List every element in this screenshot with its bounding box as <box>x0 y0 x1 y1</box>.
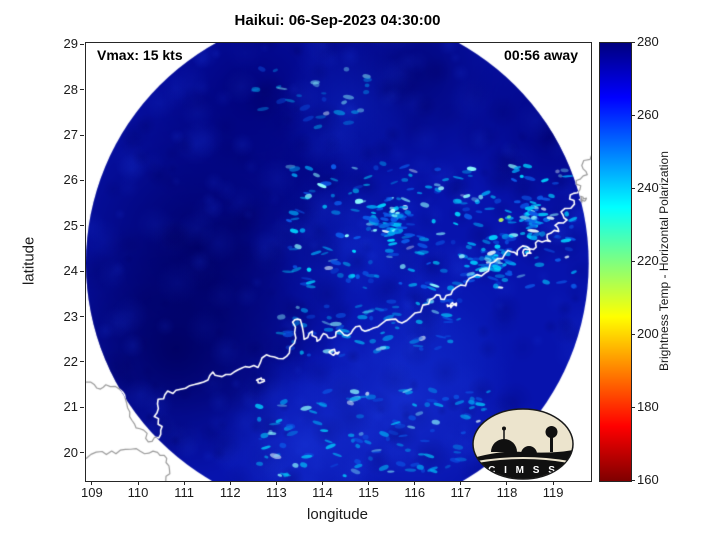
y-tick-label: 24 <box>63 263 78 279</box>
colorbar-tick-mark <box>631 406 635 408</box>
colorbar-tick-label: 280 <box>637 34 659 49</box>
cimss-logo-text: C I M S S <box>488 465 558 476</box>
x-tick-mark <box>552 481 554 485</box>
logo-divider <box>476 457 570 463</box>
x-tick-label: 115 <box>358 485 379 500</box>
y-tick-mark <box>80 270 84 272</box>
x-tick-mark <box>322 481 323 485</box>
x-tick-label: 112 <box>219 485 241 500</box>
y-tick-label: 20 <box>63 444 78 460</box>
y-tick-mark <box>80 134 84 136</box>
x-tick-mark <box>460 481 462 485</box>
tower-icon <box>550 436 553 452</box>
y-tick-label: 25 <box>63 217 78 233</box>
x-tick-label: 118 <box>496 485 518 500</box>
x-tick-label: 111 <box>174 485 195 500</box>
colorbar-tick-mark <box>631 479 635 481</box>
y-tick-mark <box>80 89 84 91</box>
x-tick-label: 113 <box>266 485 287 500</box>
logo-ground-silhouette <box>473 450 573 479</box>
y-tick-mark <box>80 225 84 227</box>
y-tick-mark <box>80 452 84 454</box>
x-tick-label: 110 <box>127 485 149 500</box>
y-tick-mark <box>80 406 84 408</box>
cimss-logo: C I M S S <box>472 408 574 480</box>
x-tick-mark <box>414 481 416 485</box>
x-tick-mark <box>368 481 370 485</box>
colorbar-tick-mark <box>631 114 635 116</box>
y-tick-label: 23 <box>63 308 78 324</box>
y-tick-mark <box>80 316 84 318</box>
colorbar-tick-label: 260 <box>637 107 659 122</box>
y-tick-label: 29 <box>63 36 78 52</box>
x-tick-label: 119 <box>542 485 564 500</box>
y-tick-label: 26 <box>63 172 78 188</box>
x-tick-label: 117 <box>450 485 472 500</box>
y-tick-label: 21 <box>63 399 78 415</box>
colorbar-tick-mark <box>631 41 635 43</box>
colorbar-tick-mark <box>631 187 635 189</box>
dish-icon <box>521 446 537 454</box>
colorbar-tick-label: 160 <box>637 472 659 487</box>
colorbar-tick-label: 240 <box>637 180 659 195</box>
y-tick-label: 22 <box>63 353 78 369</box>
colorbar-tick-label: 200 <box>637 326 659 341</box>
x-tick-mark <box>275 481 277 485</box>
x-tick-mark <box>91 481 93 485</box>
radome-icon <box>491 439 517 452</box>
plot-area: C I M S S <box>85 42 592 482</box>
y-tick-mark <box>80 179 84 181</box>
colorbar-tick-mark <box>631 333 635 335</box>
colorbar <box>599 42 632 482</box>
brightness-temp-map <box>86 43 591 481</box>
antenna-top-icon <box>502 426 506 431</box>
x-tick-mark <box>506 481 508 485</box>
colorbar-tick-label: 220 <box>637 253 659 268</box>
x-tick-label: 116 <box>404 485 426 500</box>
x-tick-label: 114 <box>312 485 333 500</box>
colorbar-tick-label: 180 <box>637 399 659 414</box>
x-tick-mark <box>137 481 139 485</box>
y-tick-mark <box>80 361 84 363</box>
x-tick-label: 109 <box>81 485 103 500</box>
colorbar-tick-mark <box>631 260 635 262</box>
y-tick-mark <box>80 43 84 45</box>
y-tick-label: 28 <box>63 81 78 97</box>
y-axis-label: latitude <box>20 236 38 286</box>
plot-title: Haikui: 06-Sep-2023 04:30:00 <box>234 12 441 29</box>
tower-tank-icon <box>545 426 558 438</box>
x-axis-label: longitude <box>307 506 368 523</box>
x-tick-mark <box>183 481 185 485</box>
x-tick-mark <box>229 481 231 485</box>
y-tick-label: 27 <box>63 127 78 143</box>
